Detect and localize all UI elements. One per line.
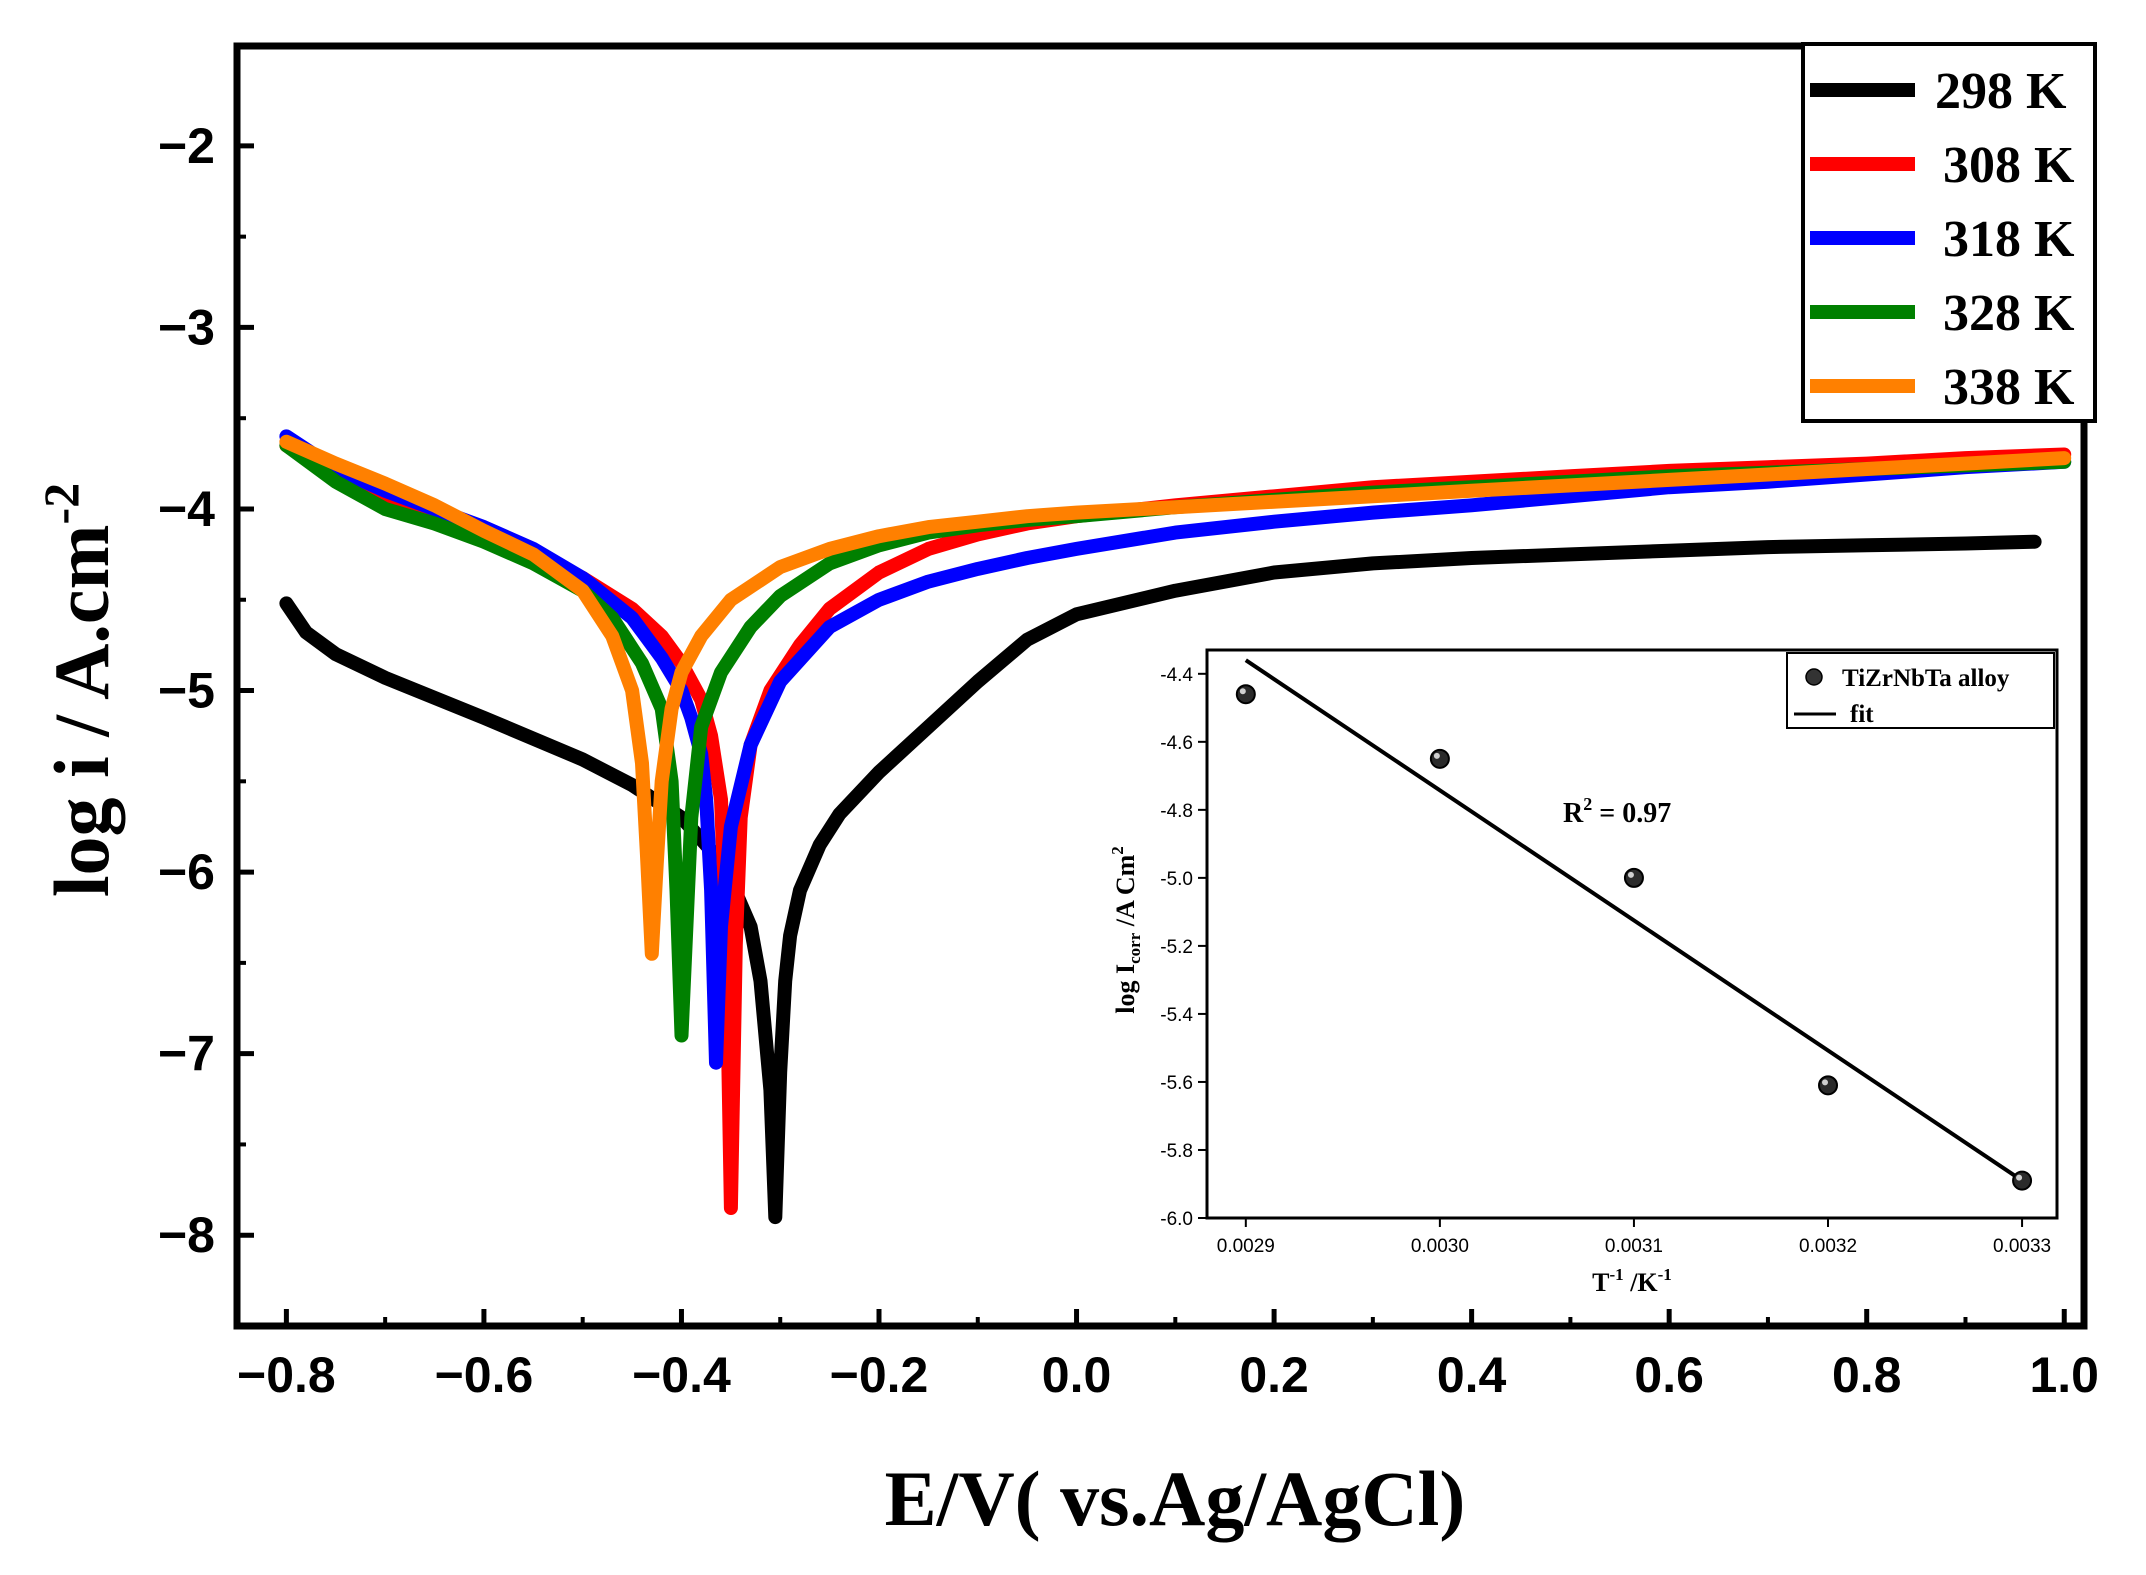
inset-y-tick-label: -4.4 bbox=[1160, 665, 1193, 686]
inset-fit-line bbox=[1244, 658, 2024, 1183]
inset-data-point-highlight bbox=[1239, 688, 1246, 695]
inset-legend-label-fit: fit bbox=[1850, 701, 1874, 728]
inset-x-axis-label: T-1 /K-1 bbox=[1592, 1265, 1672, 1297]
inset-y-tick-label: -5.2 bbox=[1160, 937, 1193, 958]
main-x-tick-label: 0.6 bbox=[1634, 1347, 1704, 1403]
main-x-tick-label: 0.4 bbox=[1437, 1347, 1507, 1403]
inset-y-tick-label: -4.8 bbox=[1160, 801, 1193, 822]
inset-data-point-highlight bbox=[1822, 1079, 1829, 1086]
inset-axis-ticks: 0.0029 0.0030 0.0031 0.0032 0.0033 -4.4 -4.6 -4… bbox=[1160, 665, 2051, 1257]
main-y-tick-label: −6 bbox=[158, 844, 215, 900]
main-x-tick-label: 0.0 bbox=[1042, 1347, 1112, 1403]
inset-y-tick-label: -6.0 bbox=[1160, 1209, 1193, 1230]
inset-y-tick-label: -5.8 bbox=[1160, 1141, 1193, 1162]
main-y-tick-label: −5 bbox=[158, 663, 215, 719]
inset-background bbox=[1207, 650, 2057, 1218]
inset-x-tick-label: 0.0029 bbox=[1217, 1236, 1275, 1257]
series-line-318K bbox=[279, 429, 2072, 1070]
main-y-tick-label: −3 bbox=[158, 299, 215, 355]
main-x-tick-label: −0.4 bbox=[632, 1347, 731, 1403]
main-y-axis-label: log i / A.cm-2 bbox=[33, 483, 125, 897]
series-line-298K bbox=[279, 534, 2042, 1225]
inset-y-tick-label: -5.6 bbox=[1160, 1073, 1193, 1094]
legend-label-328K: 328 K bbox=[1943, 285, 2075, 342]
main-y-tick-label: −8 bbox=[158, 1207, 215, 1263]
inset-data-point bbox=[1429, 748, 1450, 769]
main-y-tick-label: −7 bbox=[158, 1026, 215, 1082]
inset-y-tick-label: -4.6 bbox=[1160, 733, 1193, 754]
inset-chart: 0.0029 0.0030 0.0031 0.0032 0.0033 -4.4 -4.6 -4… bbox=[1108, 648, 2059, 1297]
main-plot-frame bbox=[233, 42, 2088, 1330]
inset-plot-frame bbox=[1205, 648, 2059, 1220]
main-y-tick-label: −4 bbox=[158, 481, 215, 537]
inset-x-tick-label: 0.0031 bbox=[1605, 1236, 1663, 1257]
main-x-tick-label: 1.0 bbox=[2029, 1347, 2099, 1403]
main-x-tick-label: −0.8 bbox=[237, 1347, 336, 1403]
inset-points-group bbox=[1235, 684, 2033, 1191]
inset-data-point bbox=[1818, 1075, 1839, 1096]
series-line-338K bbox=[279, 434, 2072, 961]
main-x-tick-label: −0.2 bbox=[830, 1347, 929, 1403]
inset-data-point bbox=[2012, 1170, 2033, 1191]
legend: 298 K 308 K 318 K 328 K 338 K bbox=[1801, 42, 2097, 423]
inset-legend-label-points: TiZrNbTa alloy bbox=[1842, 665, 2010, 692]
main-x-tick-label: 0.2 bbox=[1239, 1347, 1309, 1403]
inset-x-tick-label: 0.0030 bbox=[1411, 1236, 1469, 1257]
inset-y-axis-label: log Icorr /A Cm2 bbox=[1108, 846, 1144, 1013]
inset-fit-group bbox=[1244, 658, 2024, 1183]
inset-y-tick-label: -5.4 bbox=[1160, 1005, 1193, 1026]
main-axis-ticks: −0.8 −0.6 −0.4 −0.2 0.0 0.2 0.4 0.6 0.8 1.0 −2 −3 −4… bbox=[158, 118, 2099, 1403]
inset-data-point-highlight bbox=[1627, 871, 1634, 878]
main-x-tick-label: −0.6 bbox=[435, 1347, 534, 1403]
inset-data-point-highlight bbox=[2016, 1174, 2023, 1181]
main-y-tick-label: −2 bbox=[158, 118, 215, 174]
legend-label-308K: 308 K bbox=[1943, 137, 2075, 194]
inset-x-tick-label: 0.0032 bbox=[1799, 1236, 1857, 1257]
inset-data-point-highlight bbox=[1433, 752, 1440, 759]
main-series-group bbox=[279, 429, 2072, 1225]
inset-legend-marker bbox=[1805, 668, 1823, 686]
main-x-tick-label: 0.8 bbox=[1832, 1347, 1902, 1403]
inset-y-tick-label: -5.0 bbox=[1160, 869, 1193, 890]
legend-label-298K: 298 K bbox=[1935, 63, 2067, 120]
inset-data-point bbox=[1235, 684, 1256, 705]
inset-data-point bbox=[1623, 867, 1644, 888]
inset-r2-annotation: R2 = 0.97 bbox=[1563, 794, 1671, 829]
main-x-axis-label: E/V( vs.Ag/AgCl) bbox=[885, 1455, 1466, 1542]
inset-x-tick-label: 0.0033 bbox=[1993, 1236, 2051, 1257]
legend-label-338K: 338 K bbox=[1943, 359, 2075, 416]
legend-label-318K: 318 K bbox=[1943, 211, 2075, 268]
